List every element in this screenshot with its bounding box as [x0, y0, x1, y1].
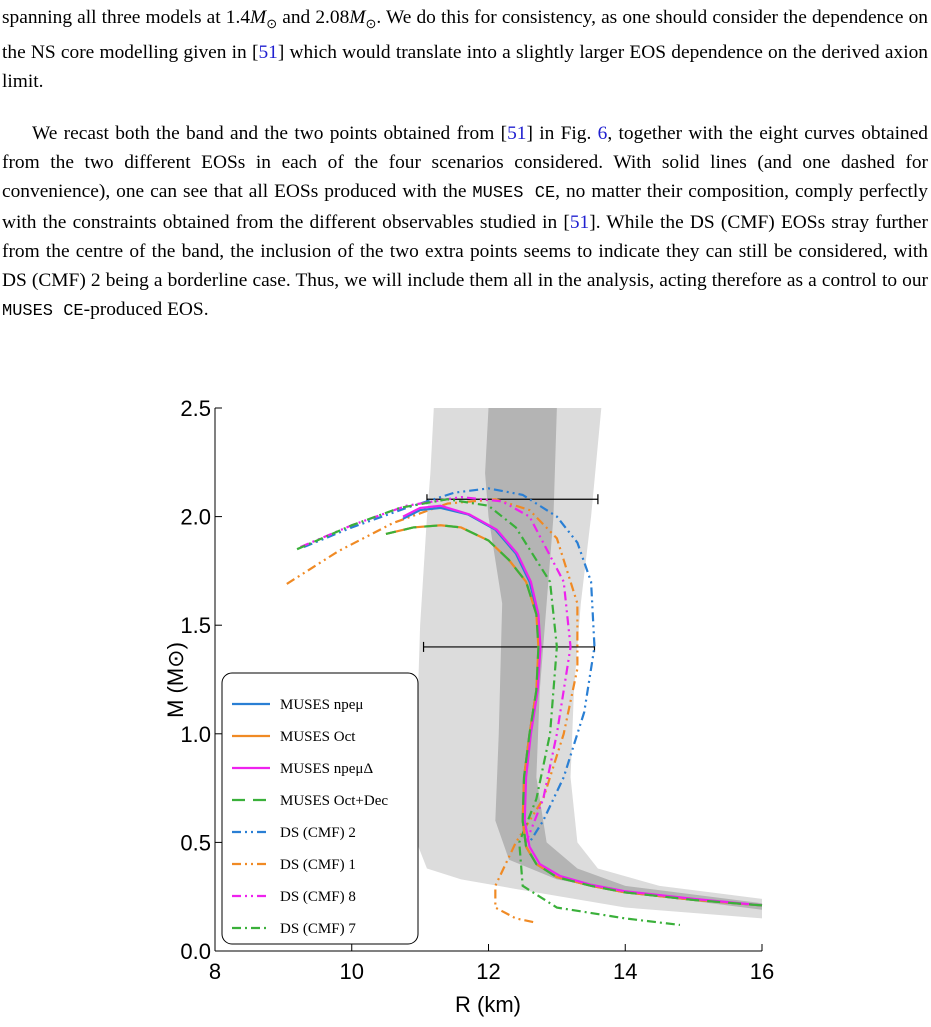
legend-label: MUSES Oct	[280, 729, 356, 745]
text-run: . We do this for consistency, as one sho…	[2, 7, 928, 63]
text-run: and 2.08	[277, 7, 350, 28]
text-run: We recast both the band and the two poin…	[32, 123, 508, 144]
text-run: MUSES CE	[2, 302, 84, 321]
legend-box	[221, 672, 419, 945]
y-axis-label: M (M⊙)	[163, 642, 188, 718]
legend-label: DS (CMF) 1	[280, 857, 356, 873]
x-tick-label: 8	[209, 959, 221, 984]
y-tick-label: 1.0	[180, 722, 211, 747]
text-run: ]. While the DS (CMF) EOSs stray further…	[2, 212, 928, 291]
legend-label: DS (CMF) 2	[280, 825, 356, 841]
text-run: MUSES CE	[472, 184, 556, 203]
citation[interactable]: 51	[569, 212, 590, 233]
x-tick-label: 14	[613, 959, 637, 984]
curve	[296, 498, 681, 927]
text-run: ⊙	[266, 15, 278, 31]
text-run: ] in Fig.	[526, 123, 598, 144]
y-tick-label: 2.0	[180, 505, 211, 530]
curve	[385, 524, 763, 907]
paragraph: spanning all three models at 1.4M⊙ and 2…	[2, 3, 928, 96]
y-tick-label: 1.5	[180, 613, 211, 638]
text-run: M	[349, 7, 366, 28]
x-tick-label: 10	[340, 959, 364, 984]
legend-label: MUSES npeμΔ	[280, 761, 373, 777]
legend-label: DS (CMF) 7	[280, 921, 356, 937]
curve	[286, 498, 579, 924]
x-tick-label: 12	[476, 959, 500, 984]
x-tick-label: 16	[750, 959, 774, 984]
citation[interactable]: 51	[507, 123, 527, 144]
y-tick-label: 0.0	[180, 939, 211, 964]
paragraph: We recast both the band and the two poin…	[2, 119, 928, 326]
legend-label: MUSES npeμ	[280, 697, 363, 713]
text-run: spanning all three models at 1.4	[2, 7, 251, 28]
text-run: -produced EOS.	[83, 299, 209, 320]
citation[interactable]: 51	[258, 41, 278, 63]
text-run: , no matter their composition, comply pe…	[2, 181, 928, 233]
legend-label: DS (CMF) 8	[280, 889, 356, 905]
text-run: ⊙	[365, 15, 377, 31]
curve	[402, 504, 763, 907]
curve	[303, 487, 596, 843]
confidence-band	[416, 408, 762, 919]
x-axis-label: R (km)	[455, 992, 521, 1017]
text-run: , together with the eight curves obtaine…	[2, 123, 928, 202]
y-tick-label: 0.5	[180, 830, 211, 855]
legend-label: MUSES Oct+Dec	[280, 793, 388, 809]
y-tick-label: 2.5	[180, 396, 211, 421]
text-run: ] which would translate into a slightly …	[2, 41, 928, 92]
citation[interactable]: 6	[597, 123, 608, 144]
text-run: M	[250, 7, 267, 28]
